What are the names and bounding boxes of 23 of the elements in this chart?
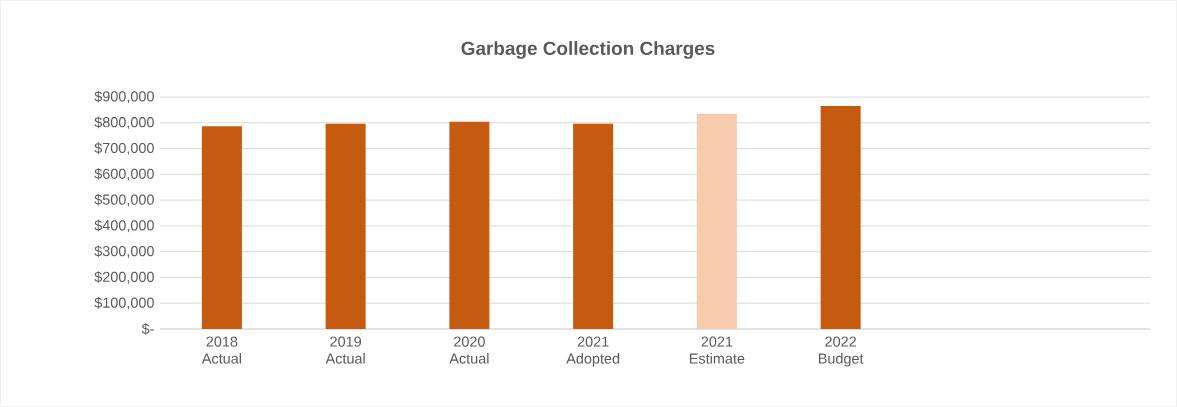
bar bbox=[325, 123, 366, 329]
y-tick-label: $- bbox=[141, 323, 154, 335]
chart-title: Garbage Collection Charges bbox=[461, 41, 715, 59]
x-tick-label: 2019 Actual bbox=[325, 336, 365, 364]
bar bbox=[696, 113, 737, 329]
y-tick-label: $500,000 bbox=[94, 193, 154, 207]
bar bbox=[449, 121, 490, 329]
x-tick-label: 2021 Estimate bbox=[689, 336, 745, 364]
x-tick-label: 2022 Budget bbox=[818, 336, 864, 367]
y-tick-label: $900,000 bbox=[94, 90, 154, 104]
x-tick-label: 2018 Actual bbox=[201, 336, 241, 364]
bar bbox=[201, 126, 242, 329]
bar bbox=[573, 123, 614, 329]
y-tick-label: $300,000 bbox=[94, 245, 154, 258]
bar bbox=[820, 106, 861, 329]
y-tick-label: $700,000 bbox=[94, 142, 154, 155]
y-tick-label: $600,000 bbox=[94, 168, 154, 181]
y-tick-label: $100,000 bbox=[94, 296, 154, 310]
y-tick-label: $200,000 bbox=[94, 271, 154, 284]
y-tick-label: $400,000 bbox=[94, 219, 154, 233]
y-tick-label: $800,000 bbox=[94, 116, 154, 130]
x-tick-label: 2020 Actual bbox=[449, 336, 489, 364]
x-tick-label: 2021 Adopted bbox=[566, 336, 620, 367]
